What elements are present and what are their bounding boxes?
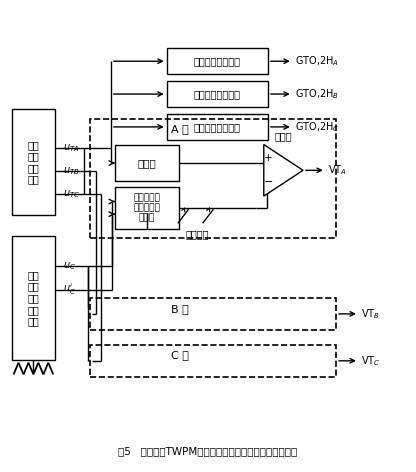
Text: $u_C'$: $u_C'$ (62, 283, 75, 297)
Text: 正负半周脉冲形成: 正负半周脉冲形成 (194, 122, 241, 132)
Text: $u_{TC}$: $u_{TC}$ (62, 188, 79, 200)
Text: B 相: B 相 (171, 303, 189, 313)
Text: GTO,2H$_A$: GTO,2H$_A$ (295, 54, 339, 68)
Text: 正负半周脉冲形成: 正负半周脉冲形成 (194, 56, 241, 66)
Text: VT$_A$: VT$_A$ (328, 163, 347, 177)
Text: $u_{TA}$: $u_{TA}$ (62, 143, 79, 154)
Text: GTO,2H$_B$: GTO,2H$_B$ (295, 87, 339, 101)
Text: VT$_B$: VT$_B$ (361, 307, 380, 321)
FancyBboxPatch shape (167, 114, 268, 140)
Text: 正负半周脉冲形成: 正负半周脉冲形成 (194, 89, 241, 99)
Text: 两组
载波
三角
波发
生器: 两组 载波 三角 波发 生器 (27, 270, 39, 326)
Text: C 相: C 相 (171, 351, 189, 361)
FancyBboxPatch shape (12, 110, 55, 215)
Text: 载波切换: 载波切换 (186, 229, 209, 240)
Text: 三相
梯形
波发
生器: 三相 梯形 波发 生器 (27, 140, 39, 185)
Text: 两组载波三
角波切换控
制电路: 两组载波三 角波切换控 制电路 (134, 193, 161, 223)
Text: A 相: A 相 (171, 124, 189, 135)
Text: $u_{TB}$: $u_{TB}$ (62, 165, 79, 177)
FancyBboxPatch shape (115, 145, 179, 181)
FancyBboxPatch shape (167, 81, 268, 107)
FancyBboxPatch shape (12, 236, 55, 360)
Polygon shape (264, 144, 303, 196)
Text: +: + (265, 153, 273, 163)
FancyBboxPatch shape (167, 48, 268, 74)
Text: 整流器: 整流器 (138, 158, 156, 168)
Text: 图5   三相基本TWPM直流电流源逆变器的控制电路示意图: 图5 三相基本TWPM直流电流源逆变器的控制电路示意图 (119, 447, 297, 456)
FancyBboxPatch shape (115, 187, 179, 229)
Text: GTO,2H$_C$: GTO,2H$_C$ (295, 120, 339, 134)
Text: $u_C$: $u_C$ (62, 261, 75, 272)
Text: 比较器: 比较器 (275, 131, 292, 141)
Text: VT$_C$: VT$_C$ (361, 354, 380, 368)
Text: −: − (264, 177, 273, 187)
